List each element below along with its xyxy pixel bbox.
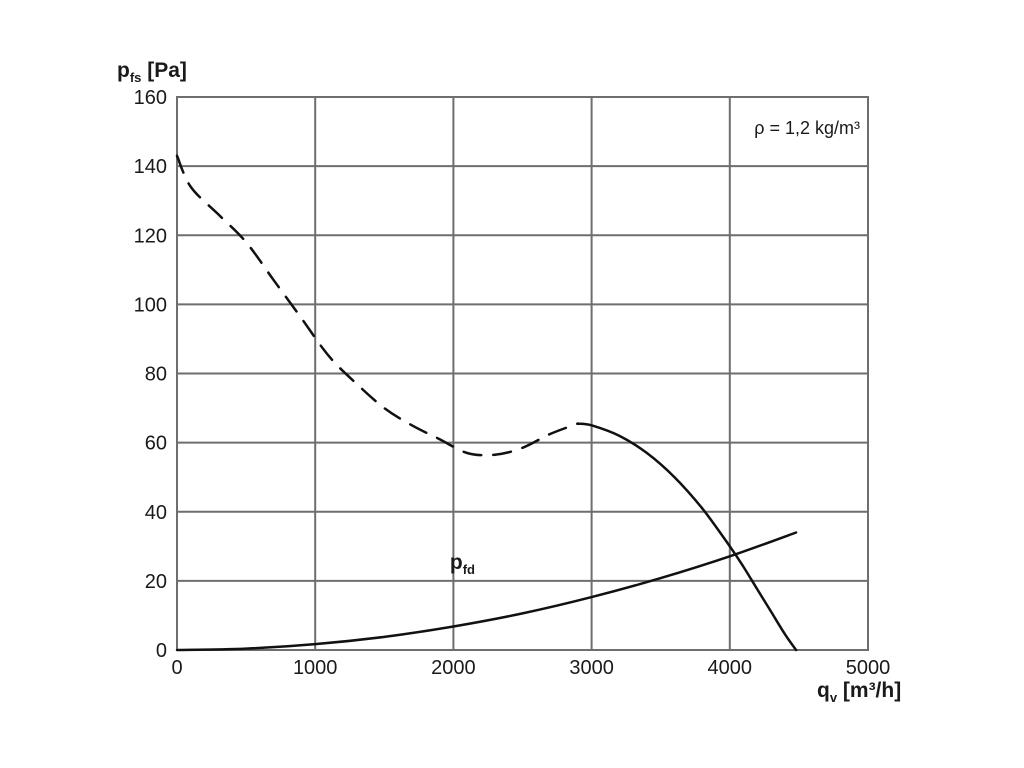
series-line-pfs-stable	[576, 422, 798, 652]
x-tick-label: 3000	[569, 657, 614, 679]
y-tick-label: 80	[145, 364, 167, 386]
plot-frame	[176, 96, 869, 651]
curves	[175, 154, 798, 652]
x-axis-title: qv [m³/h]	[817, 679, 901, 705]
series-line-pfd	[175, 531, 798, 652]
density-annotation: ρ = 1,2 kg/m³	[754, 118, 860, 138]
y-tick-label: 20	[145, 571, 167, 593]
x-tick-label: 0	[171, 657, 182, 679]
x-tick-label: 1000	[293, 657, 338, 679]
tick-labels: 0 20 40 60 80 100 120 140 160 0 1000 2000 3000 4000 50…	[134, 87, 891, 679]
y-axis-title: pfs [Pa]	[117, 59, 187, 85]
y-tick-label: 140	[134, 156, 167, 178]
y-tick-label: 160	[134, 87, 167, 109]
x-tick-label: 2000	[431, 657, 476, 679]
y-tick-label: 120	[134, 225, 167, 247]
x-tick-label: 4000	[708, 657, 753, 679]
series-line-pfs-unstable	[175, 154, 580, 457]
y-tick-label: 100	[134, 294, 167, 316]
y-tick-label: 60	[145, 433, 167, 455]
grid	[176, 96, 869, 651]
y-tick-label: 0	[156, 640, 167, 662]
series-label-pfd: pfd	[450, 551, 475, 577]
y-tick-label: 40	[145, 502, 167, 524]
x-tick-label: 5000	[846, 657, 891, 679]
